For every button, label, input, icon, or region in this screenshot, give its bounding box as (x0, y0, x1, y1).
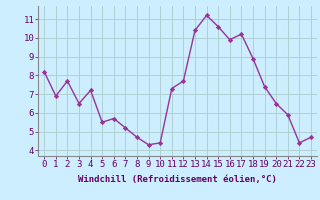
X-axis label: Windchill (Refroidissement éolien,°C): Windchill (Refroidissement éolien,°C) (78, 175, 277, 184)
